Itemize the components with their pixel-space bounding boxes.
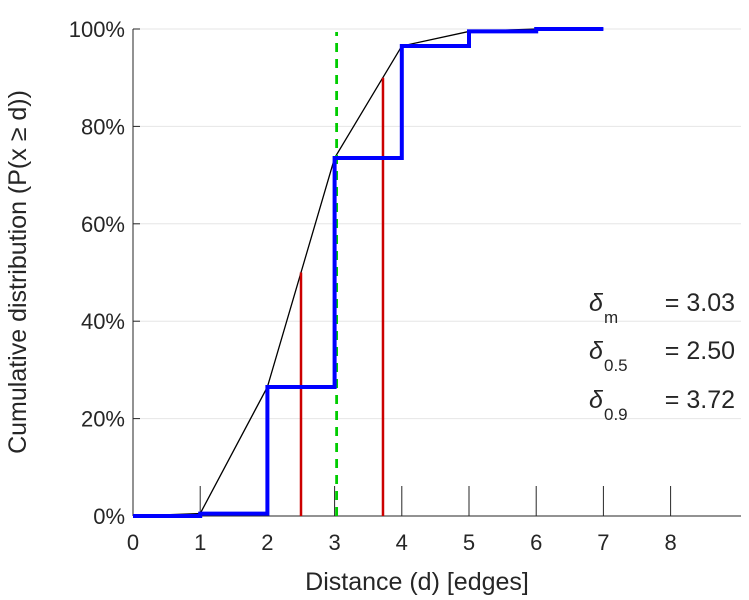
y-tick-label: 100% <box>69 17 125 42</box>
stat-annotation: δ0.5 = 2.50 <box>589 337 735 375</box>
x-tick-label: 8 <box>664 530 676 555</box>
annotation-value: = 2.50 <box>665 337 735 365</box>
annotation-value: = 3.03 <box>665 289 735 317</box>
x-tick-label: 7 <box>597 530 609 555</box>
stat-annotation: δ0.9 = 3.72 <box>589 386 735 424</box>
annotation-subscript: 0.5 <box>604 356 628 375</box>
axes <box>132 28 741 517</box>
tick-labels: 0% 20% 40% 60% 80% 100% 0 1 2 3 4 5 6 7 8 <box>69 17 677 555</box>
annotation-value: = 3.72 <box>665 386 735 414</box>
x-tick-label: 1 <box>194 530 206 555</box>
cumulative-step-line <box>133 27 604 518</box>
x-tick-label: 4 <box>396 530 408 555</box>
delta-symbol: δ <box>589 337 604 365</box>
x-tick-label: 6 <box>530 530 542 555</box>
y-tick-label: 0% <box>93 504 125 529</box>
y-tick-label: 80% <box>81 114 125 139</box>
series-layer <box>132 27 604 518</box>
x-tick-label: 2 <box>261 530 273 555</box>
annotation-subscript: 0.9 <box>604 405 628 424</box>
x-axis-title: Distance (d) [edges] <box>305 568 529 596</box>
stat-annotation: δm = 3.03 <box>589 289 735 327</box>
y-tick-label: 20% <box>81 407 125 432</box>
grid <box>133 28 741 420</box>
y-axis-title: Cumulative distribution (P(x ≥ d)) <box>4 90 32 454</box>
x-tick-label: 3 <box>328 530 340 555</box>
delta-symbol: δ <box>589 289 604 317</box>
y-tick-label: 60% <box>81 212 125 237</box>
interpolated-cumulative-line <box>132 28 604 517</box>
x-tick-label: 5 <box>463 530 475 555</box>
delta-symbol: δ <box>589 386 604 414</box>
y-tick-label: 40% <box>81 309 125 334</box>
x-tick-label: 0 <box>127 530 139 555</box>
annotation-subscript: m <box>604 308 618 327</box>
